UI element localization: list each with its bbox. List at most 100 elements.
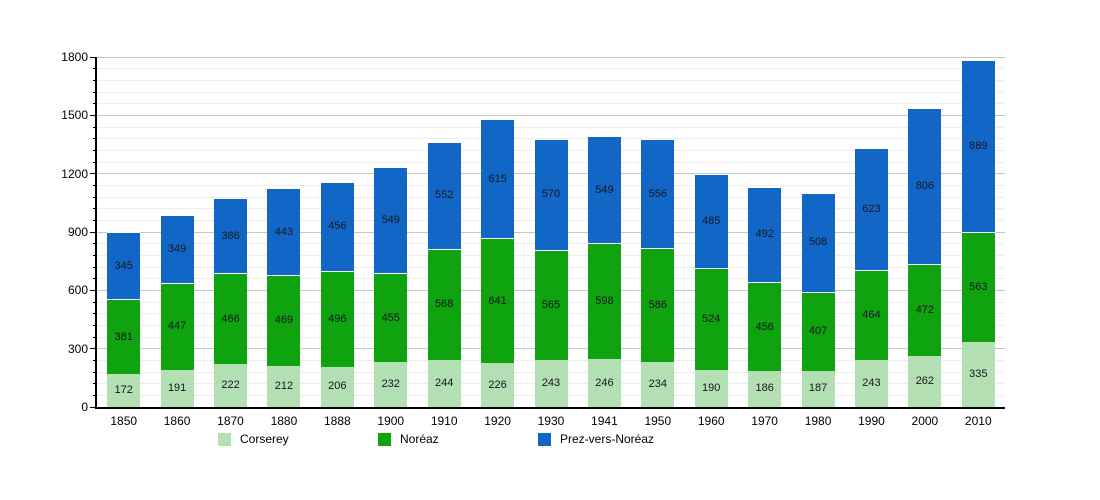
bar-value-label: 889 <box>969 139 988 152</box>
bar-value-label: 222 <box>221 378 240 391</box>
bar-corserey-1900: 232 <box>374 361 408 407</box>
bar-value-label: 456 <box>755 320 774 333</box>
x-axis-tick-label: 1850 <box>110 414 138 428</box>
gridline-major <box>97 114 1005 116</box>
y-axis-tick <box>93 243 97 245</box>
gridline-minor <box>97 138 1005 140</box>
bar-corserey-1870: 222 <box>214 363 248 407</box>
bar-corserey-1990: 243 <box>854 359 888 407</box>
bar-prez-vers-noreaz-1870: 386 <box>214 198 248 274</box>
legend-label: Noréaz <box>400 431 439 446</box>
bar-value-label: 246 <box>595 376 614 389</box>
y-axis-tick <box>90 231 97 233</box>
bar-corserey-1910: 244 <box>427 359 461 407</box>
bar-value-label: 381 <box>114 330 133 343</box>
bar-value-label: 563 <box>969 281 988 294</box>
legend-item-prez-vers-noreaz: Prez-vers-Noréaz <box>538 432 654 446</box>
legend-label: Corserey <box>240 431 289 446</box>
x-axis-tick-label: 1870 <box>217 414 244 428</box>
bar-value-label: 456 <box>328 220 347 233</box>
y-axis-tick <box>93 91 97 93</box>
bar-value-label: 243 <box>862 376 881 389</box>
bar-prez-vers-noreaz-1980: 508 <box>801 192 835 292</box>
x-axis-tick-label: 1970 <box>751 414 778 428</box>
bar-noreaz-1870: 466 <box>214 273 248 364</box>
y-axis-tick <box>93 266 97 268</box>
bar-value-label: 565 <box>541 298 561 311</box>
bar-value-label: 492 <box>755 228 774 241</box>
y-axis-tick <box>90 56 97 58</box>
x-axis-tick-label: 1910 <box>430 414 458 428</box>
bar-value-label: 549 <box>595 183 614 196</box>
x-axis-tick-label: 1920 <box>484 414 511 428</box>
bar-noreaz-2000: 472 <box>908 264 942 357</box>
y-axis-tick <box>93 278 97 280</box>
bar-value-label: 191 <box>167 381 187 394</box>
bar-value-label: 623 <box>862 202 881 215</box>
bar-value-label: 345 <box>114 259 133 272</box>
bar-noreaz-1860: 447 <box>160 282 194 370</box>
x-axis-tick-label: 1980 <box>804 414 832 428</box>
bar-value-label: 598 <box>595 295 614 308</box>
gridline-minor <box>97 126 1005 128</box>
bar-noreaz-2010: 563 <box>961 232 995 342</box>
x-axis-tick-label: 1900 <box>377 414 405 428</box>
y-axis-tick <box>93 336 97 338</box>
bar-value-label: 447 <box>167 320 187 333</box>
bar-corserey-2000: 262 <box>908 356 942 407</box>
y-axis-tick <box>93 359 97 361</box>
bar-noreaz-1950: 586 <box>641 247 675 362</box>
y-axis-tick <box>93 301 97 303</box>
bar-value-label: 407 <box>808 325 828 338</box>
bar-prez-vers-noreaz-1930: 570 <box>534 139 568 250</box>
bar-noreaz-1888: 496 <box>320 270 354 367</box>
bar-prez-vers-noreaz-2010: 889 <box>961 59 995 233</box>
y-axis-tick <box>90 406 97 408</box>
y-axis-tick <box>93 219 97 221</box>
bar-prez-vers-noreaz-1860: 349 <box>160 215 194 283</box>
bar-value-label: 262 <box>915 375 935 388</box>
bar-value-label: 243 <box>541 376 561 389</box>
x-axis-tick-label: 1880 <box>270 414 298 428</box>
y-axis-tick <box>93 208 97 210</box>
bar-value-label: 570 <box>541 188 561 201</box>
bar-prez-vers-noreaz-1941: 549 <box>587 136 621 243</box>
bar-value-label: 549 <box>381 214 400 227</box>
bar-value-label: 226 <box>488 378 507 391</box>
legend-swatch-prez-vers-noreaz <box>538 432 551 446</box>
bar-noreaz-1900: 455 <box>374 273 408 362</box>
y-axis-tick-label: 0 <box>81 400 88 414</box>
legend-swatch-noreaz <box>378 432 391 446</box>
x-axis-tick-label: 1990 <box>858 414 885 428</box>
bar-prez-vers-noreaz-2000: 806 <box>908 107 942 265</box>
bar-value-label: 455 <box>381 311 400 324</box>
legend-label: Prez-vers-Noréaz <box>560 431 655 446</box>
y-axis-tick-label: 1500 <box>61 108 88 123</box>
y-axis-tick <box>90 114 97 116</box>
y-axis-tick <box>93 324 97 326</box>
y-axis-tick <box>90 348 97 350</box>
bar-corserey-1950: 234 <box>641 361 675 407</box>
legend-swatch-corserey <box>218 432 231 446</box>
y-axis-tick <box>93 103 97 105</box>
gridline-major <box>97 56 1005 58</box>
legend-item-corserey: Corserey <box>218 432 289 446</box>
bar-value-label: 186 <box>755 382 774 395</box>
y-axis-tick-label: 600 <box>67 283 88 298</box>
y-axis-tick <box>93 394 97 396</box>
bar-value-label: 472 <box>915 304 935 317</box>
bar-value-label: 466 <box>221 312 240 325</box>
bar-value-label: 806 <box>915 179 935 192</box>
bar-noreaz-1910: 568 <box>427 249 461 360</box>
bar-corserey-1860: 191 <box>160 369 194 407</box>
gridline-minor <box>97 79 1005 81</box>
y-axis-tick <box>90 173 97 175</box>
bar-value-label: 586 <box>648 298 667 311</box>
bar-value-label: 552 <box>434 189 454 202</box>
y-axis-tick <box>93 149 97 151</box>
bar-value-label: 172 <box>114 383 133 396</box>
bar-value-label: 556 <box>648 187 667 200</box>
bar-value-label: 615 <box>488 172 507 185</box>
bar-noreaz-1941: 598 <box>587 242 621 360</box>
